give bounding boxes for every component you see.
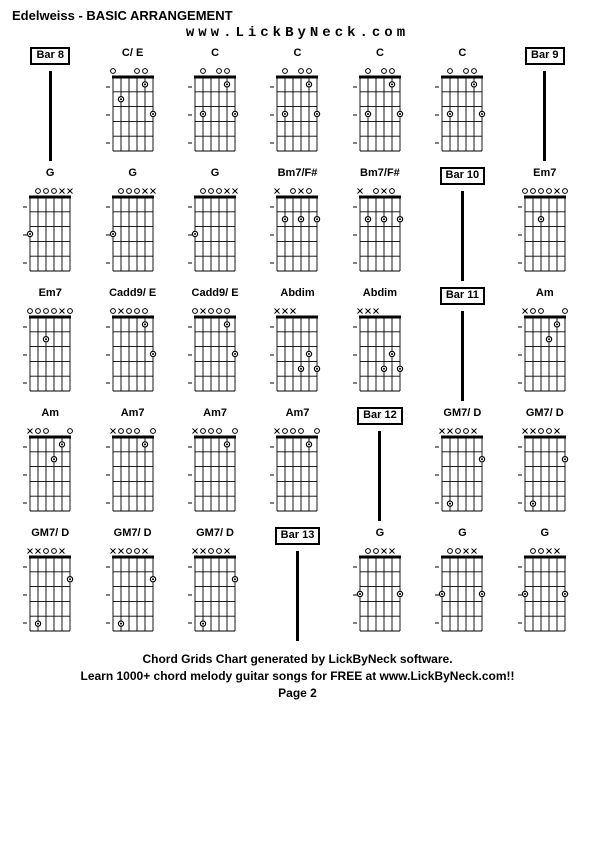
chord-diagram: G bbox=[94, 167, 170, 281]
chord-diagram: Am7 bbox=[259, 407, 335, 521]
chord-diagram: Abdim bbox=[259, 287, 335, 401]
chord-label: C bbox=[458, 47, 466, 61]
page-title: Edelweiss - BASIC ARRANGEMENT bbox=[12, 8, 583, 23]
bar-label: Bar 13 bbox=[275, 527, 321, 545]
bar-line bbox=[296, 551, 299, 641]
chord-diagram: C bbox=[259, 47, 335, 161]
chord-diagram: G bbox=[507, 527, 583, 641]
chord-label: Am7 bbox=[203, 407, 227, 421]
chord-diagram: G bbox=[12, 167, 88, 281]
bar-marker: Bar 10 bbox=[424, 167, 500, 281]
bar-label: Bar 12 bbox=[357, 407, 403, 425]
page-number: Page 2 bbox=[12, 685, 583, 702]
chord-diagram: C bbox=[424, 47, 500, 161]
chord-diagram: GM7/ D bbox=[177, 527, 253, 641]
chord-diagram: Bm7/F# bbox=[259, 167, 335, 281]
chord-label: Em7 bbox=[39, 287, 62, 301]
bar-marker: Bar 11 bbox=[424, 287, 500, 401]
chord-label: C bbox=[211, 47, 219, 61]
chord-label: Bm7/F# bbox=[360, 167, 400, 181]
chord-diagram: G bbox=[177, 167, 253, 281]
chord-label: Abdim bbox=[280, 287, 314, 301]
chord-label: Am bbox=[41, 407, 59, 421]
chord-diagram: C bbox=[177, 47, 253, 161]
chord-label: Em7 bbox=[533, 167, 556, 181]
chord-diagram: Em7 bbox=[12, 287, 88, 401]
chord-diagram: Am7 bbox=[177, 407, 253, 521]
bar-marker: Bar 8 bbox=[12, 47, 88, 161]
chord-diagram: Am bbox=[12, 407, 88, 521]
chord-diagram: G bbox=[424, 527, 500, 641]
chord-label: Cadd9/ E bbox=[192, 287, 239, 301]
bar-line bbox=[543, 71, 546, 161]
footer-line-1: Chord Grids Chart generated by LickByNec… bbox=[12, 651, 583, 668]
chord-label: Am7 bbox=[121, 407, 145, 421]
chord-label: G bbox=[376, 527, 385, 541]
chord-diagram: Am bbox=[507, 287, 583, 401]
bar-line bbox=[49, 71, 52, 161]
chord-label: G bbox=[46, 167, 55, 181]
chord-diagram: Cadd9/ E bbox=[94, 287, 170, 401]
chord-label: GM7/ D bbox=[114, 527, 152, 541]
bar-line bbox=[461, 191, 464, 281]
chord-diagram: GM7/ D bbox=[94, 527, 170, 641]
chord-diagram: Am7 bbox=[94, 407, 170, 521]
chord-diagram: Abdim bbox=[342, 287, 418, 401]
chord-grid: Bar 8 C/ E C C C C Bar 9 G G G Bm7/F# Bm7/F# Bar 10 E… bbox=[12, 47, 583, 641]
footer: Chord Grids Chart generated by LickByNec… bbox=[12, 651, 583, 701]
chord-label: Am7 bbox=[286, 407, 310, 421]
chord-diagram: GM7/ D bbox=[507, 407, 583, 521]
chord-diagram: C/ E bbox=[94, 47, 170, 161]
bar-label: Bar 11 bbox=[440, 287, 485, 305]
bar-marker: Bar 12 bbox=[342, 407, 418, 521]
chord-label: C bbox=[294, 47, 302, 61]
chord-label: C/ E bbox=[122, 47, 143, 61]
chord-diagram: Cadd9/ E bbox=[177, 287, 253, 401]
chord-diagram: GM7/ D bbox=[12, 527, 88, 641]
chord-diagram: Em7 bbox=[507, 167, 583, 281]
chord-label: Bm7/F# bbox=[278, 167, 318, 181]
chord-diagram: C bbox=[342, 47, 418, 161]
chord-label: G bbox=[211, 167, 220, 181]
chord-diagram: G bbox=[342, 527, 418, 641]
chord-label: C bbox=[376, 47, 384, 61]
chord-diagram: GM7/ D bbox=[424, 407, 500, 521]
chord-label: Abdim bbox=[363, 287, 397, 301]
chord-label: Cadd9/ E bbox=[109, 287, 156, 301]
footer-line-2: Learn 1000+ chord melody guitar songs fo… bbox=[12, 668, 583, 685]
chord-label: GM7/ D bbox=[196, 527, 234, 541]
chord-label: GM7/ D bbox=[443, 407, 481, 421]
bar-marker: Bar 9 bbox=[507, 47, 583, 161]
chord-diagram: Bm7/F# bbox=[342, 167, 418, 281]
chord-label: G bbox=[458, 527, 467, 541]
chord-label: GM7/ D bbox=[31, 527, 69, 541]
chord-label: G bbox=[128, 167, 137, 181]
chord-label: Am bbox=[536, 287, 554, 301]
bar-line bbox=[378, 431, 381, 521]
chord-label: GM7/ D bbox=[526, 407, 564, 421]
site-url: www.LickByNeck.com bbox=[12, 25, 583, 41]
bar-marker: Bar 13 bbox=[259, 527, 335, 641]
bar-label: Bar 10 bbox=[440, 167, 486, 185]
chord-label: G bbox=[541, 527, 550, 541]
bar-label: Bar 8 bbox=[30, 47, 70, 65]
bar-label: Bar 9 bbox=[525, 47, 565, 65]
bar-line bbox=[461, 311, 464, 401]
